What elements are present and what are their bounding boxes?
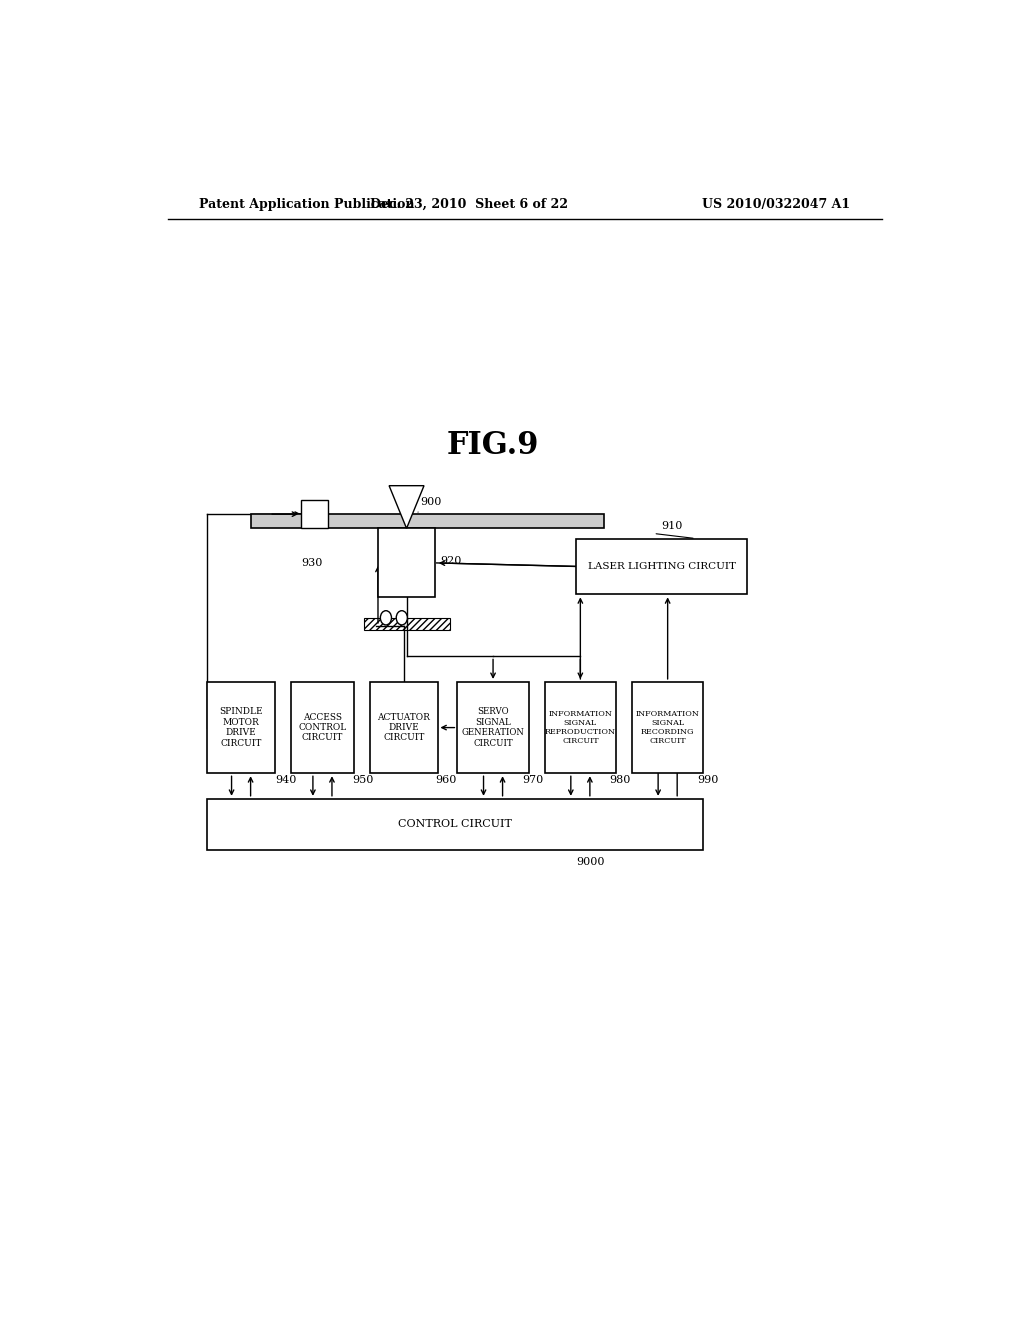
Text: 910: 910 [662,521,683,532]
Bar [545,682,616,774]
Bar [291,682,354,774]
Bar [365,618,451,630]
Text: 960: 960 [435,775,457,785]
Text: CONTROL CIRCUIT: CONTROL CIRCUIT [398,820,512,829]
Text: INFORMATION
SIGNAL
REPRODUCTION
CIRCUIT: INFORMATION SIGNAL REPRODUCTION CIRCUIT [545,710,615,746]
Text: ACCESS
CONTROL
CIRCUIT: ACCESS CONTROL CIRCUIT [298,713,346,742]
Circle shape [396,611,408,624]
Circle shape [380,611,391,624]
Text: 980: 980 [609,775,631,785]
Text: INFORMATION
SIGNAL
RECORDING
CIRCUIT: INFORMATION SIGNAL RECORDING CIRCUIT [636,710,699,746]
Bar [378,528,435,598]
Text: SERVO
SIGNAL
GENERATION
CIRCUIT: SERVO SIGNAL GENERATION CIRCUIT [462,708,524,747]
Bar [370,682,437,774]
Bar [458,682,528,774]
Text: ACTUATOR
DRIVE
CIRCUIT: ACTUATOR DRIVE CIRCUIT [377,713,430,742]
Text: SPINDLE
MOTOR
DRIVE
CIRCUIT: SPINDLE MOTOR DRIVE CIRCUIT [219,708,263,747]
Bar [207,799,703,850]
Text: 970: 970 [522,775,544,785]
Bar [577,539,748,594]
Bar [301,500,328,528]
Bar [632,682,703,774]
Bar [207,682,274,774]
Text: 920: 920 [440,556,461,566]
Text: LASER LIGHTING CIRCUIT: LASER LIGHTING CIRCUIT [588,562,735,572]
Text: 9000: 9000 [577,857,605,867]
Text: FIG.9: FIG.9 [446,429,540,461]
Text: 930: 930 [301,558,323,568]
Text: Dec. 23, 2010  Sheet 6 of 22: Dec. 23, 2010 Sheet 6 of 22 [371,198,568,211]
Text: US 2010/0322047 A1: US 2010/0322047 A1 [702,198,850,211]
Polygon shape [389,486,424,528]
Text: 950: 950 [352,775,374,785]
Text: Patent Application Publication: Patent Application Publication [200,198,415,211]
Text: 940: 940 [274,775,296,785]
Text: 990: 990 [697,775,719,785]
Bar [251,513,604,528]
Text: 900: 900 [420,496,441,507]
